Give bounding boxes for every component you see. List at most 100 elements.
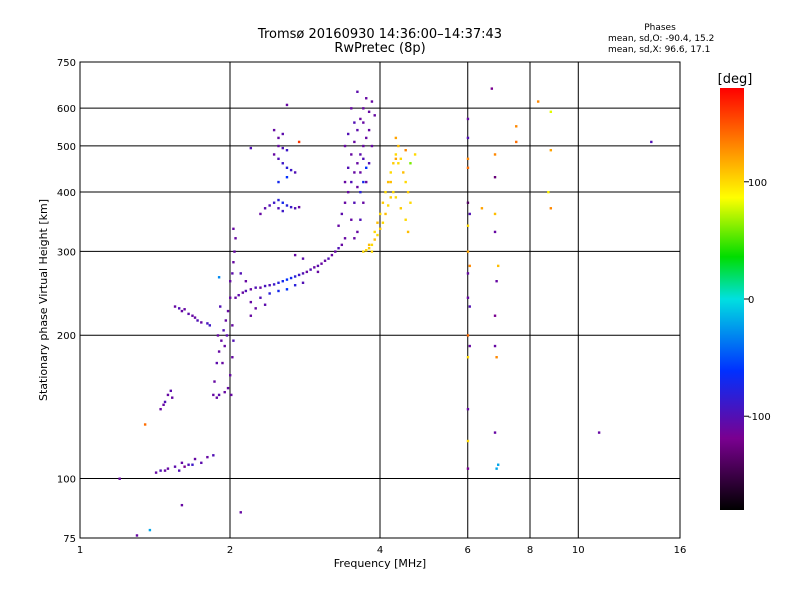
data-point	[272, 128, 276, 132]
data-point	[183, 465, 186, 468]
colorbar-tick-label: -100	[748, 412, 771, 423]
data-point	[466, 166, 470, 169]
data-point	[285, 103, 289, 107]
data-point	[515, 125, 518, 128]
y-tick-label: 500	[57, 142, 76, 153]
data-points	[118, 87, 653, 537]
data-point	[285, 166, 289, 169]
data-point	[480, 207, 484, 210]
data-point	[356, 230, 359, 234]
data-point	[359, 218, 362, 221]
data-point	[356, 185, 359, 189]
data-point	[362, 157, 365, 161]
data-point	[394, 153, 398, 156]
data-point	[223, 344, 226, 348]
data-point	[404, 148, 407, 152]
data-point	[549, 207, 553, 210]
data-point	[547, 190, 550, 194]
data-point	[330, 253, 334, 257]
data-point	[224, 319, 228, 322]
x-axis-label: Frequency [MHz]	[334, 557, 426, 570]
data-point	[277, 281, 280, 284]
data-point	[180, 503, 184, 507]
data-point	[409, 162, 412, 165]
data-point	[277, 144, 280, 148]
y-tick-label: 400	[57, 188, 76, 199]
data-point	[285, 204, 289, 207]
data-point	[362, 107, 365, 110]
data-point	[549, 110, 553, 114]
x-tick-label: 2	[227, 545, 233, 556]
data-point	[237, 293, 240, 297]
data-point	[362, 180, 365, 184]
data-point	[337, 224, 340, 227]
data-point	[289, 205, 293, 209]
data-point	[381, 221, 385, 224]
data-point	[466, 136, 470, 140]
data-point	[362, 250, 365, 253]
data-point	[353, 201, 356, 204]
data-point	[389, 180, 392, 184]
data-point	[232, 227, 235, 231]
x-tick-label: 1	[77, 545, 83, 556]
data-point	[389, 196, 392, 199]
data-point	[268, 284, 271, 287]
data-point	[171, 396, 174, 399]
data-point	[350, 153, 353, 156]
data-point	[399, 157, 403, 161]
data-point	[259, 286, 262, 289]
data-point	[397, 144, 400, 148]
data-point	[466, 407, 470, 411]
data-point	[402, 171, 405, 174]
data-point	[359, 171, 362, 174]
data-point	[293, 207, 297, 210]
data-point	[249, 288, 253, 291]
phase-stats-o: mean, sd,O: -90.4, 15.2	[608, 34, 715, 44]
data-point	[293, 284, 297, 287]
data-point	[217, 276, 221, 279]
data-point	[353, 171, 356, 174]
data-point	[232, 261, 235, 264]
data-point	[536, 100, 540, 103]
data-point	[118, 477, 121, 480]
data-point	[493, 314, 497, 317]
data-point	[409, 201, 412, 204]
data-point	[297, 273, 301, 277]
data-point	[350, 107, 353, 110]
data-point	[394, 157, 398, 161]
data-point	[173, 465, 177, 468]
data-point	[277, 136, 280, 140]
data-point	[268, 204, 271, 207]
data-point	[466, 224, 470, 227]
data-point	[343, 201, 347, 204]
data-point	[263, 207, 267, 210]
x-tick-label: 10	[572, 545, 585, 556]
data-point	[359, 190, 362, 194]
data-point	[215, 396, 219, 399]
data-point	[367, 247, 371, 250]
data-point	[316, 264, 320, 268]
data-point	[225, 334, 229, 337]
data-point	[367, 243, 371, 247]
data-point	[268, 292, 271, 295]
data-point	[191, 314, 194, 317]
x-tick-label: 4	[377, 545, 383, 556]
data-point	[373, 114, 376, 117]
data-point	[496, 264, 500, 268]
data-point	[301, 272, 305, 275]
data-point	[143, 423, 147, 426]
data-point	[277, 198, 280, 202]
data-point	[313, 266, 316, 269]
data-point	[404, 180, 407, 184]
data-point	[281, 209, 284, 213]
x-tick-labels: 1 2 4 6 8 10 16	[77, 545, 687, 556]
data-point	[173, 305, 177, 308]
data-point	[406, 190, 410, 194]
data-point	[381, 201, 385, 204]
data-point	[468, 264, 471, 268]
data-point	[193, 457, 197, 461]
data-point	[219, 305, 222, 308]
data-point	[281, 280, 284, 283]
data-point	[217, 350, 221, 353]
data-point	[367, 162, 371, 165]
